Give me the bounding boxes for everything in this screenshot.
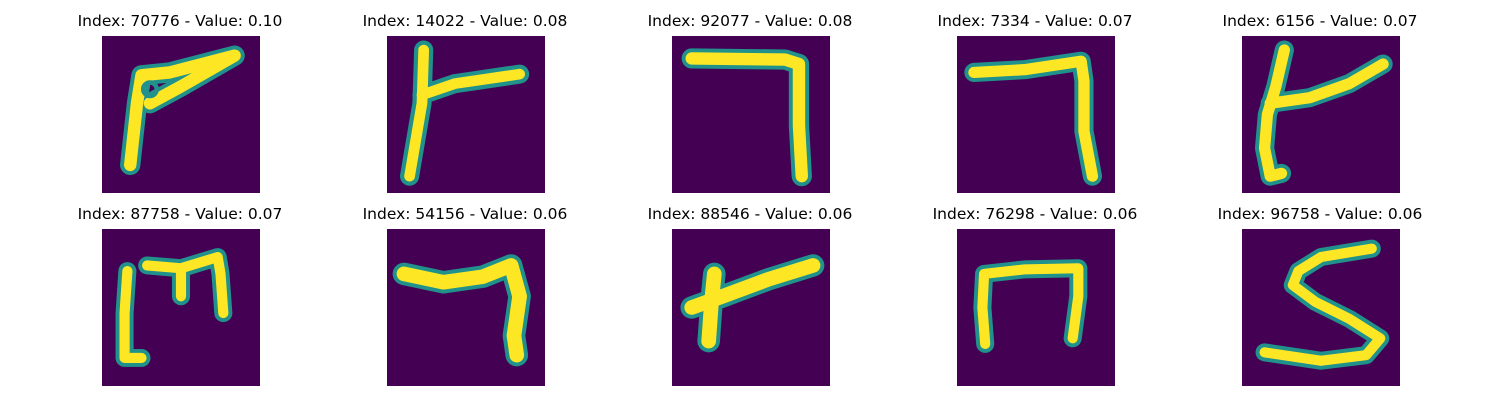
panel-title: Index: 76298 - Value: 0.06 <box>932 205 1138 223</box>
digit-panel-3: Index: 92077 - Value: 0.08 <box>640 11 860 193</box>
digit-image <box>672 36 830 193</box>
panel-title: Index: 96758 - Value: 0.06 <box>1217 205 1423 223</box>
panel-title: Index: 7334 - Value: 0.07 <box>937 12 1133 30</box>
digit-image <box>102 229 260 386</box>
digit-panel-7: Index: 54156 - Value: 0.06 <box>355 204 575 386</box>
digit-image <box>102 36 260 193</box>
digit-image <box>387 229 545 386</box>
digit-panel-2: Index: 14022 - Value: 0.08 <box>355 11 575 193</box>
digit-panel-8: Index: 88546 - Value: 0.06 <box>640 204 860 386</box>
digit-panel-6: Index: 87758 - Value: 0.07 <box>70 204 290 386</box>
panel-title: Index: 54156 - Value: 0.06 <box>362 205 568 223</box>
panel-title: Index: 92077 - Value: 0.08 <box>647 12 853 30</box>
digit-panel-10: Index: 96758 - Value: 0.06 <box>1210 204 1430 386</box>
digit-image <box>957 229 1115 386</box>
panel-title: Index: 6156 - Value: 0.07 <box>1222 12 1418 30</box>
digit-panel-5: Index: 6156 - Value: 0.07 <box>1210 11 1430 193</box>
digit-image <box>957 36 1115 193</box>
panel-title: Index: 70776 - Value: 0.10 <box>77 12 283 30</box>
digit-panel-1: Index: 70776 - Value: 0.10 <box>70 11 290 193</box>
digit-image <box>387 36 545 193</box>
panel-title: Index: 88546 - Value: 0.06 <box>647 205 853 223</box>
panel-title: Index: 87758 - Value: 0.07 <box>77 205 283 223</box>
digit-image <box>1242 229 1400 386</box>
digit-panel-4: Index: 7334 - Value: 0.07 <box>925 11 1145 193</box>
digit-image <box>672 229 830 386</box>
digit-image <box>1242 36 1400 193</box>
digit-panel-9: Index: 76298 - Value: 0.06 <box>925 204 1145 386</box>
panel-title: Index: 14022 - Value: 0.08 <box>362 12 568 30</box>
